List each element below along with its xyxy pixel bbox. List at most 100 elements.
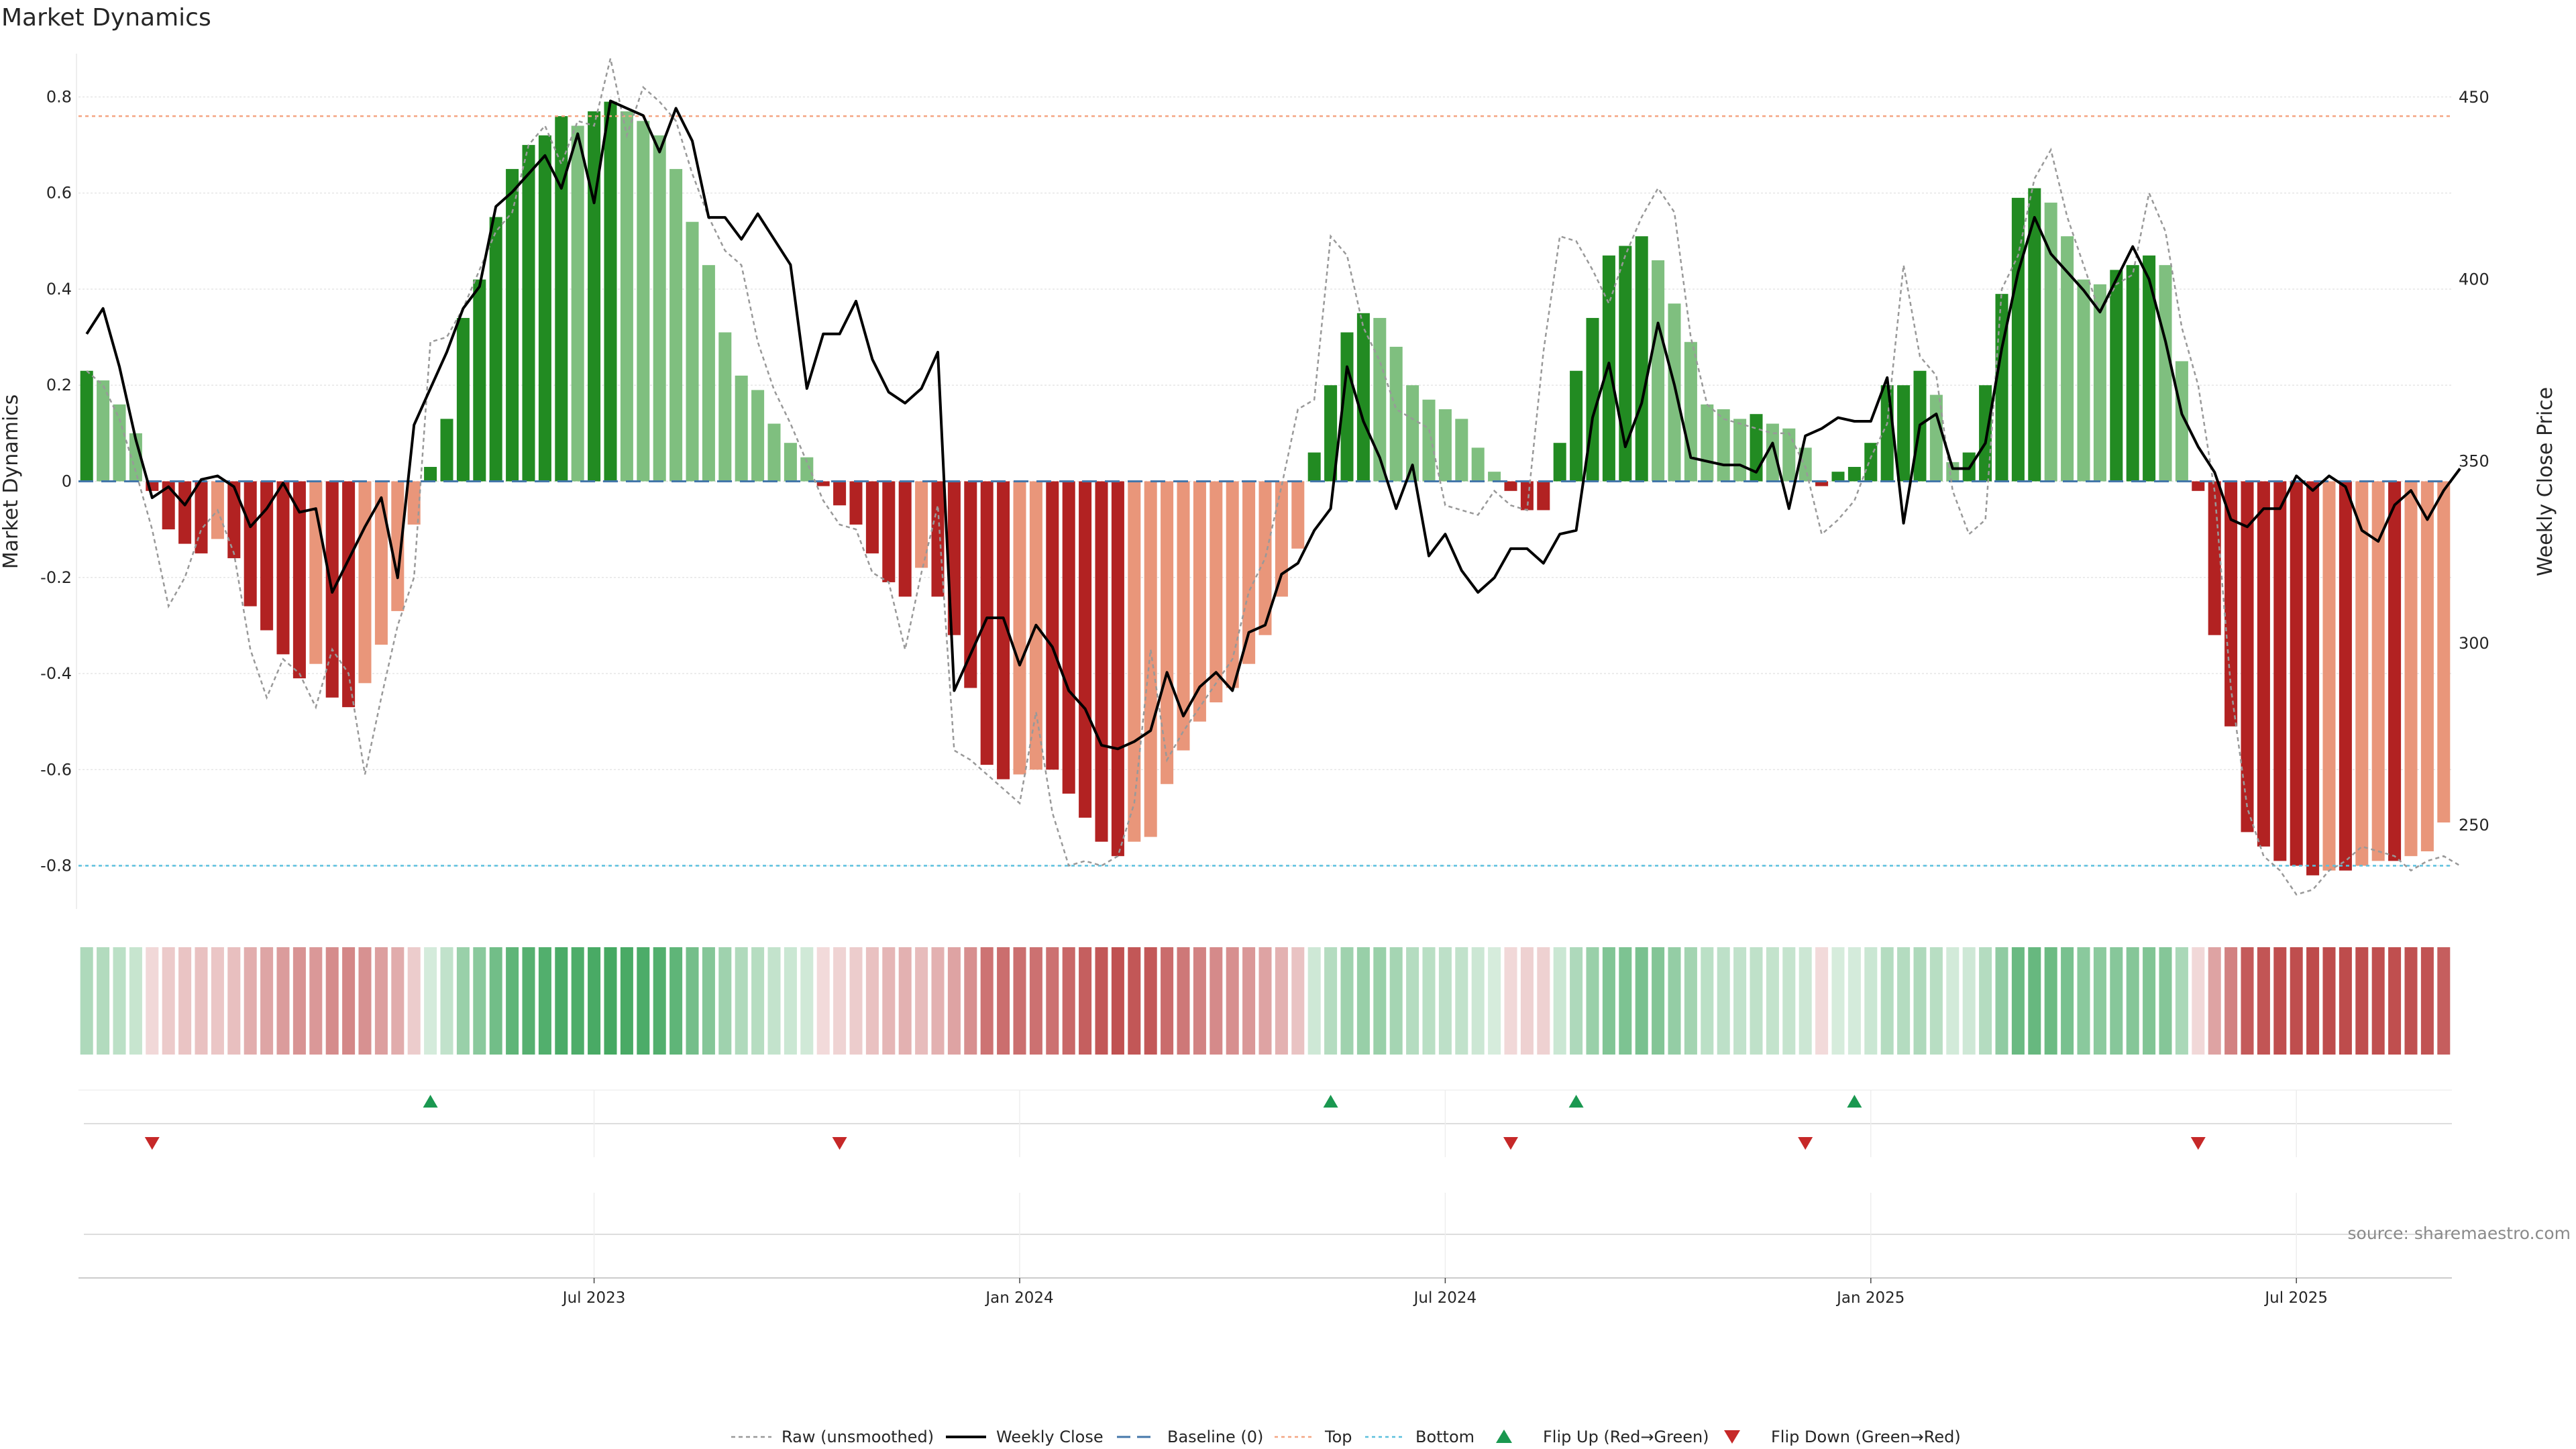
heat-cell	[2143, 947, 2156, 1055]
dynamics-bar	[669, 168, 683, 482]
legend-label-bottom: Bottom	[1415, 1428, 1474, 1446]
heat-cell	[1471, 947, 1485, 1055]
dynamics-bar	[2306, 481, 2320, 875]
heat-cell	[1880, 947, 1894, 1055]
dynamics-bar	[506, 168, 519, 482]
dynamics-bar	[800, 457, 814, 482]
heat-cell	[702, 947, 715, 1055]
dynamics-bar	[1062, 481, 1075, 794]
dynamics-bar	[1177, 481, 1190, 751]
heat-cell	[571, 947, 584, 1055]
heat-cell	[2273, 947, 2287, 1055]
dynamics-bar	[1307, 452, 1321, 482]
heat-cell	[1701, 947, 1714, 1055]
weekly-close-line	[85, 99, 2461, 751]
dynamics-bar	[2404, 481, 2418, 857]
heat-cell	[1537, 947, 1550, 1055]
heat-cell	[2093, 947, 2106, 1055]
heat-cell	[931, 947, 945, 1055]
legend-label-raw: Raw (unsmoothed)	[782, 1428, 934, 1446]
dynamics-bar	[1847, 467, 1861, 482]
dynamics-bar	[1652, 260, 1665, 482]
dynamics-bar	[2322, 481, 2336, 871]
heat-cell	[1504, 947, 1517, 1055]
heat-cell	[882, 947, 896, 1055]
right-tick-label: 400	[2459, 270, 2489, 288]
dynamics-bar	[1504, 481, 1517, 491]
dynamics-bar	[947, 481, 961, 635]
flip-markers-panel	[78, 1089, 2452, 1157]
heat-cell	[2371, 947, 2385, 1055]
date-tick-label: Jul 2025	[2263, 1289, 2328, 1307]
dynamics-bar	[80, 370, 93, 482]
heat-cell	[620, 947, 633, 1055]
heat-cell	[2159, 947, 2172, 1055]
heat-cell	[456, 947, 470, 1055]
dynamics-bar	[1161, 481, 1174, 784]
dynamics-heat-strip	[80, 947, 2451, 1055]
left-tick-label: 0.4	[46, 280, 72, 299]
heat-cell	[424, 947, 437, 1055]
legend: Raw (unsmoothed) Weekly Close Baseline (0)…	[731, 1428, 1961, 1446]
date-axis: Jul 2023 Jan 2024 Jul 2024 Jan 2025 Jul 2025	[78, 1277, 2452, 1307]
heat-cell	[1766, 947, 1779, 1055]
heat-cell	[2420, 947, 2434, 1055]
heat-cell	[2355, 947, 2369, 1055]
right-tick-label: 300	[2459, 634, 2489, 653]
dynamics-bar	[816, 481, 830, 486]
dynamics-bar	[456, 317, 470, 482]
heat-cell	[947, 947, 961, 1055]
heat-cell	[260, 947, 274, 1055]
dynamics-bar	[588, 111, 601, 482]
heat-cell	[1356, 947, 1370, 1055]
flip-down-marker	[1798, 1137, 1813, 1150]
dynamics-bar	[1455, 419, 1468, 482]
heat-cell	[1389, 947, 1403, 1055]
dynamics-bar	[702, 265, 715, 482]
dynamics-bar	[489, 217, 502, 482]
heat-cell	[2306, 947, 2320, 1055]
dynamics-bar	[1389, 346, 1403, 482]
heat-cell	[833, 947, 847, 1055]
heat-cell	[1128, 947, 1141, 1055]
heat-cell	[407, 947, 421, 1055]
dynamics-bar	[2273, 481, 2287, 861]
dynamics-bar	[1406, 385, 1419, 482]
heat-cell	[2077, 947, 2090, 1055]
dynamics-bar	[1373, 317, 1387, 482]
dynamics-bar	[1144, 481, 1157, 837]
dynamics-bar	[1095, 481, 1108, 842]
heat-cell	[2224, 947, 2238, 1055]
heat-cell	[767, 947, 781, 1055]
heat-cell	[1570, 947, 1583, 1055]
heat-cell	[1210, 947, 1223, 1055]
dynamics-bar	[915, 481, 928, 568]
dynamics-bar	[244, 481, 257, 606]
dynamics-bar	[97, 380, 110, 482]
dynamics-bar	[2208, 481, 2221, 635]
heat-cell	[1750, 947, 1763, 1055]
heat-cell	[604, 947, 617, 1055]
dynamics-bar	[865, 481, 879, 553]
date-tick-label: Jul 2024	[1413, 1289, 1477, 1307]
dynamics-bar	[1815, 481, 1829, 486]
dynamics-bar	[1684, 341, 1697, 482]
dynamics-bar	[964, 481, 977, 688]
heat-cell	[2044, 947, 2057, 1055]
date-tick-label: Jul 2023	[561, 1289, 626, 1307]
legend-label-top: Top	[1324, 1428, 1352, 1446]
legend-label-baseline: Baseline (0)	[1167, 1428, 1263, 1446]
heat-cell	[113, 947, 126, 1055]
chart-title: Market Dynamics	[1, 4, 211, 32]
dynamics-bar	[424, 467, 437, 482]
flip-up-marker	[423, 1095, 438, 1108]
heat-cell	[1161, 947, 1174, 1055]
dynamics-bar	[1553, 443, 1566, 482]
legend-label-flip-down: Flip Down (Green→Red)	[1771, 1428, 1961, 1446]
right-tick-label: 250	[2459, 816, 2489, 835]
heat-cell	[1553, 947, 1566, 1055]
heat-cell	[2175, 947, 2188, 1055]
dynamics-bar	[1258, 481, 1272, 635]
heat-cell	[1799, 947, 1812, 1055]
dynamics-bar	[604, 101, 617, 482]
